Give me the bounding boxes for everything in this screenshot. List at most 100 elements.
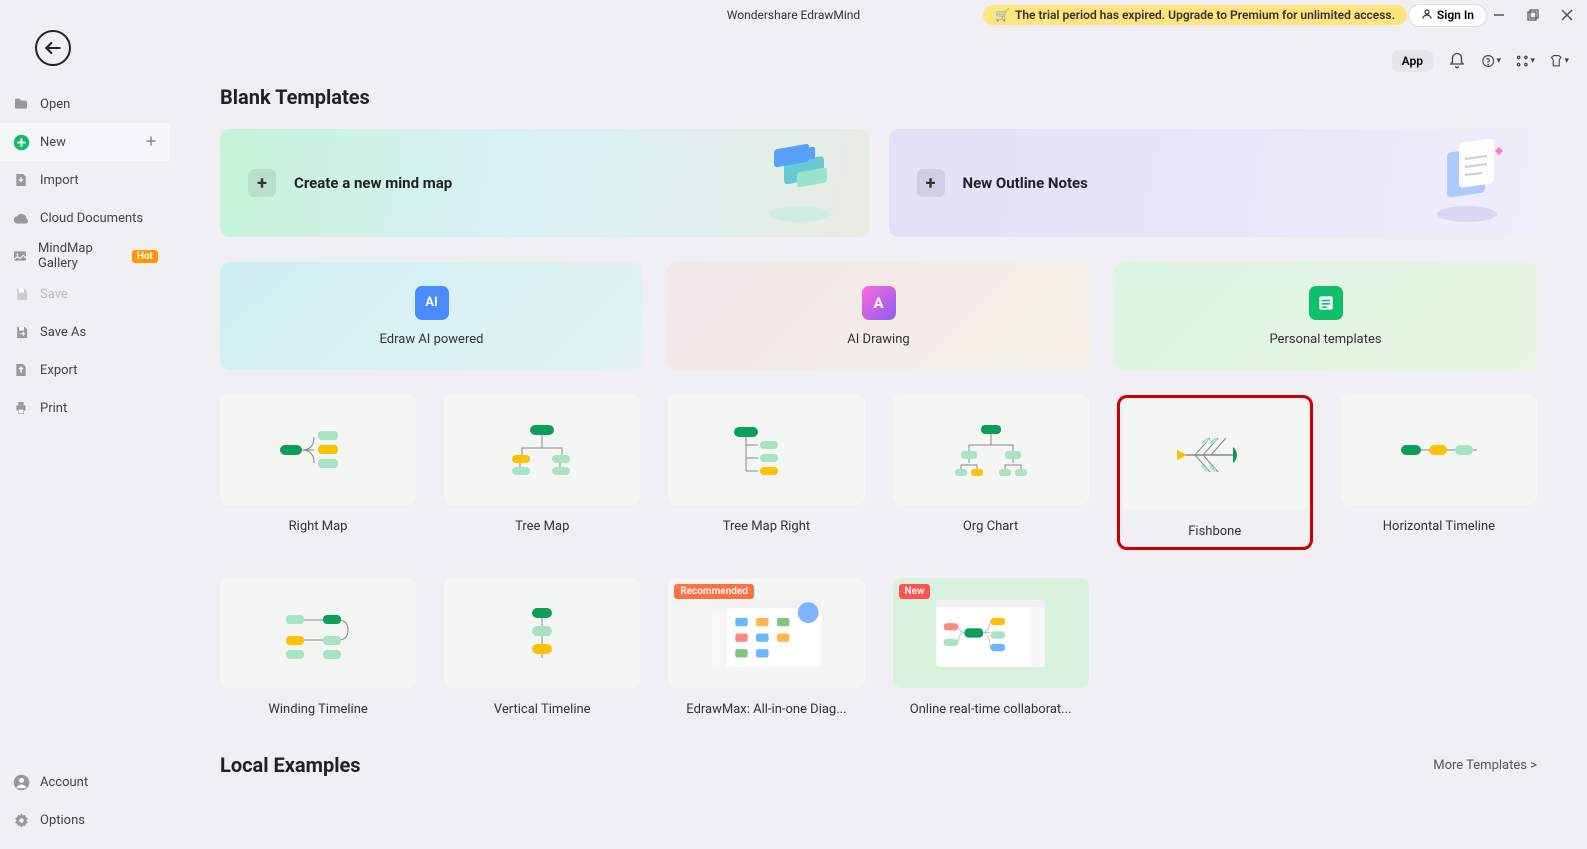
feature-label: Edraw AI powered xyxy=(380,332,484,347)
template-right-map[interactable]: Right Map xyxy=(220,395,416,550)
signin-button[interactable]: Sign In xyxy=(1408,4,1487,27)
sidebar-item-gallery[interactable]: MindMap Gallery Hot xyxy=(0,237,170,275)
new-badge: New xyxy=(899,584,931,599)
gear-icon xyxy=(12,811,30,829)
bell-icon[interactable] xyxy=(1447,51,1467,71)
template-online-collab[interactable]: New Online real-time collaborat xyxy=(893,578,1089,723)
section-title-local: Local Examples xyxy=(220,753,361,777)
signin-label: Sign In xyxy=(1437,8,1474,22)
shirt-icon[interactable]: ▾ xyxy=(1549,51,1569,71)
template-label: Vertical Timeline xyxy=(444,688,640,723)
sidebar-bottom: Account Options xyxy=(0,763,170,839)
feature-row: AI Edraw AI powered A AI Drawing Persona… xyxy=(220,262,1537,370)
app-button[interactable]: App xyxy=(1392,50,1433,72)
tree-map-icon xyxy=(492,415,592,485)
trial-banner-text: The trial period has expired. Upgrade to… xyxy=(1015,8,1395,22)
help-icon[interactable]: ▾ xyxy=(1481,51,1501,71)
template-label: EdrawMax: All-in-one Diag... xyxy=(668,688,864,723)
trial-banner[interactable]: 🛒 The trial period has expired. Upgrade … xyxy=(983,5,1407,25)
sidebar-label-account: Account xyxy=(40,775,88,790)
back-button[interactable] xyxy=(35,30,71,66)
print-icon xyxy=(12,399,30,417)
sidebar-label-cloud: Cloud Documents xyxy=(40,211,143,226)
feature-personal-templates[interactable]: Personal templates xyxy=(1114,262,1537,370)
feature-ai-drawing[interactable]: A AI Drawing xyxy=(667,262,1090,370)
folder-icon xyxy=(12,95,30,113)
templates-icon xyxy=(1309,286,1343,320)
template-winding-timeline[interactable]: Winding Timeline xyxy=(220,578,416,723)
app-title: Wondershare EdrawMind xyxy=(727,8,860,22)
template-edrawmax[interactable]: Recommended xyxy=(668,578,864,723)
feature-ai-powered[interactable]: AI Edraw AI powered xyxy=(220,262,643,370)
close-button[interactable] xyxy=(1555,3,1579,27)
hero-outline-label: New Outline Notes xyxy=(963,174,1088,192)
right-map-icon xyxy=(268,415,368,485)
more-templates-link[interactable]: More Templates > xyxy=(1433,758,1537,773)
h-timeline-icon xyxy=(1389,415,1489,485)
sidebar-item-account[interactable]: Account xyxy=(0,763,170,801)
sidebar-item-save: Save xyxy=(0,275,170,313)
toolbar-right: App ▾ ▾ ▾ xyxy=(1392,50,1569,72)
sidebar-item-options[interactable]: Options xyxy=(0,801,170,839)
sidebar-label-options: Options xyxy=(40,813,85,828)
sidebar-label-import: Import xyxy=(40,173,79,188)
hero-outline-notes[interactable]: + New Outline Notes xyxy=(889,129,1538,237)
template-org-chart[interactable]: Org Chart xyxy=(893,395,1089,550)
template-label: Horizontal Timeline xyxy=(1341,505,1537,540)
template-horizontal-timeline[interactable]: Horizontal Timeline xyxy=(1341,395,1537,550)
sidebar-item-print[interactable]: Print xyxy=(0,389,170,427)
export-icon xyxy=(12,361,30,379)
import-icon xyxy=(12,171,30,189)
maximize-button[interactable] xyxy=(1521,3,1545,27)
plus-icon: + xyxy=(917,169,945,197)
minimize-button[interactable] xyxy=(1487,3,1511,27)
plus-circle-icon xyxy=(12,133,30,151)
plus-icon[interactable] xyxy=(144,133,158,152)
window-controls xyxy=(1487,3,1579,27)
org-chart-icon xyxy=(941,415,1041,485)
template-vertical-timeline[interactable]: Vertical Timeline xyxy=(444,578,640,723)
feature-label: Personal templates xyxy=(1269,332,1381,347)
saveas-icon xyxy=(12,323,30,341)
sidebar-item-saveas[interactable]: Save As xyxy=(0,313,170,351)
tree-map-right-icon xyxy=(716,415,816,485)
v-timeline-icon xyxy=(492,598,592,668)
sidebar-item-export[interactable]: Export xyxy=(0,351,170,389)
fishbone-icon xyxy=(1165,420,1265,490)
template-label: Fishbone xyxy=(1122,510,1308,545)
template-label: Winding Timeline xyxy=(220,688,416,723)
main-content: Blank Templates + Create a new mind map … xyxy=(170,85,1587,849)
template-label: Org Chart xyxy=(893,505,1089,540)
hot-badge: Hot xyxy=(132,250,158,263)
template-label: Tree Map Right xyxy=(668,505,864,540)
template-grid: Right Map Tree Map xyxy=(220,395,1537,723)
recommended-badge: Recommended xyxy=(674,584,754,599)
winding-timeline-icon xyxy=(268,598,368,668)
template-tree-map[interactable]: Tree Map xyxy=(444,395,640,550)
grid-icon[interactable]: ▾ xyxy=(1515,51,1535,71)
sidebar-item-import[interactable]: Import xyxy=(0,161,170,199)
sidebar-item-new[interactable]: New xyxy=(0,123,170,161)
outline-illustration xyxy=(1417,139,1517,227)
save-icon xyxy=(12,285,30,303)
sidebar-label-open: Open xyxy=(40,97,70,112)
hero-create-mindmap[interactable]: + Create a new mind map xyxy=(220,129,869,237)
mindmap-illustration xyxy=(749,139,849,227)
template-label: Right Map xyxy=(220,505,416,540)
sidebar-item-cloud[interactable]: Cloud Documents xyxy=(0,199,170,237)
local-examples-header: Local Examples More Templates > xyxy=(220,753,1537,777)
sidebar-label-save: Save xyxy=(40,287,68,302)
ai-icon: AI xyxy=(415,286,449,320)
hero-row: + Create a new mind map + New Outline No… xyxy=(220,129,1537,237)
ai-drawing-icon: A xyxy=(862,286,896,320)
template-tree-map-right[interactable]: Tree Map Right xyxy=(668,395,864,550)
sidebar-label-export: Export xyxy=(40,363,78,378)
sidebar-item-open[interactable]: Open xyxy=(0,85,170,123)
edrawmax-screenshot-icon xyxy=(704,591,829,676)
cloud-icon xyxy=(12,209,30,227)
template-label: Tree Map xyxy=(444,505,640,540)
sidebar-label-print: Print xyxy=(40,401,67,416)
feature-label: AI Drawing xyxy=(847,332,909,347)
template-fishbone[interactable]: Fishbone xyxy=(1117,395,1313,550)
collab-screenshot-icon xyxy=(928,591,1053,676)
